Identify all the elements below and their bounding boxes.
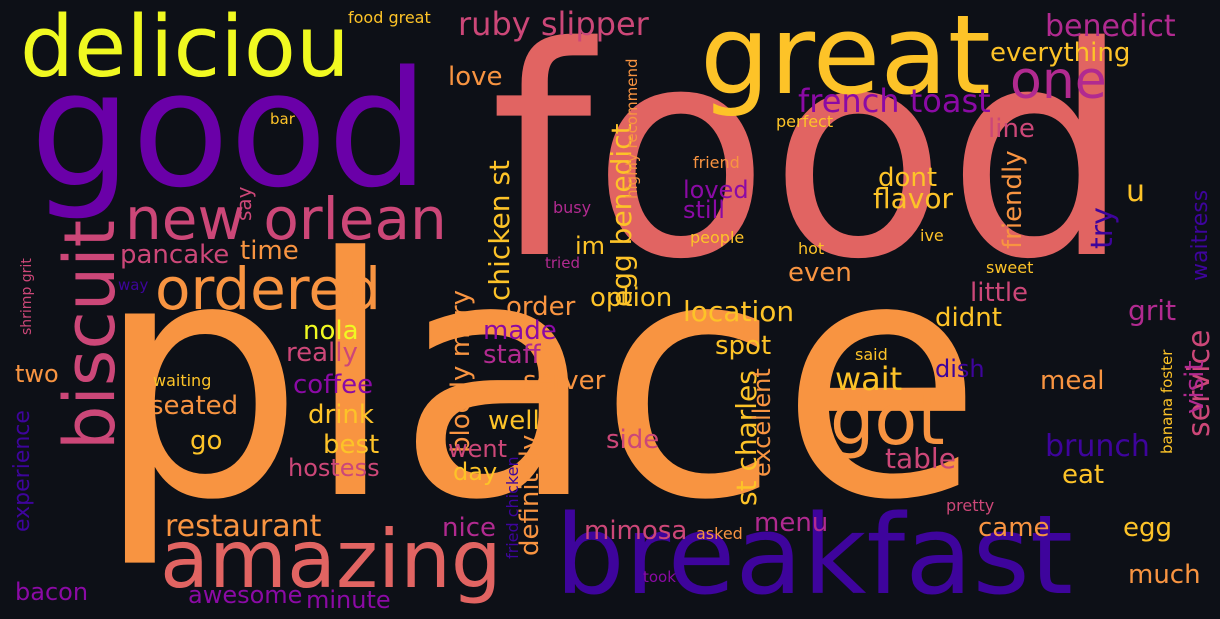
word-friend: friend: [693, 153, 740, 172]
word-grit: grit: [1128, 294, 1177, 327]
word-try: try: [1085, 207, 1120, 249]
word-drink: drink: [308, 400, 374, 430]
word-ordered: ordered: [155, 255, 381, 323]
word-pancake: pancake: [120, 240, 230, 270]
word-menu: menu: [754, 508, 829, 538]
word-say: say: [232, 186, 256, 221]
word-wait: wait: [835, 360, 903, 398]
word-ive: ive: [920, 226, 944, 245]
word-food: food: [490, 0, 1132, 323]
word-fried-chicken: fried chicken: [503, 456, 522, 559]
word-minute: minute: [306, 586, 391, 614]
word-meal: meal: [1040, 366, 1105, 396]
word-side: side: [606, 425, 660, 455]
word-still: still: [683, 196, 725, 224]
word-much: much: [1128, 560, 1201, 590]
word-best: best: [323, 430, 380, 460]
word-hostess: hostess: [288, 454, 380, 482]
word-got: got: [830, 379, 945, 461]
word-two: two: [15, 360, 59, 388]
word-nola: nola: [303, 316, 359, 346]
word-seated: seated: [150, 391, 239, 421]
word-breakfast: breakfast: [555, 491, 1073, 619]
word-egg: egg: [1123, 513, 1173, 543]
word-awesome: awesome: [188, 581, 303, 609]
word-im: im: [575, 232, 606, 260]
word-tried: tried: [545, 254, 580, 272]
word-one: one: [1010, 51, 1107, 111]
word-asked: asked: [696, 524, 743, 543]
word-didnt: didnt: [935, 303, 1002, 333]
word-coffee: coffee: [293, 370, 374, 400]
word-benedict: benedict: [1045, 9, 1176, 44]
word-dont: dont: [878, 163, 938, 193]
word-location: location: [683, 295, 795, 328]
word-ruby-slipper: ruby slipper: [458, 5, 649, 43]
word-spot: spot: [715, 331, 772, 361]
word-table: table: [885, 442, 956, 475]
word-busy: busy: [553, 198, 592, 217]
word-shrimp-grit: shrimp grit: [19, 258, 35, 335]
word-visit: visit: [1180, 360, 1210, 414]
word-restaurant: restaurant: [165, 509, 322, 544]
word-came: came: [978, 513, 1050, 543]
word-said: said: [855, 345, 888, 364]
word-bar: bar: [270, 110, 295, 128]
word-french-toast: french toast: [798, 82, 991, 120]
word-went: went: [448, 435, 508, 463]
word-took: took: [643, 568, 676, 586]
word-new-orlean: new orlean: [125, 185, 447, 253]
word-excellent: excellent: [748, 368, 776, 477]
word-time: time: [240, 236, 299, 266]
word-brunch: brunch: [1045, 429, 1150, 464]
word-people: people: [690, 228, 745, 247]
word-even: even: [788, 258, 852, 288]
word-friendly: friendly: [998, 150, 1028, 249]
word-way: way: [118, 276, 149, 294]
word-bloody-mary: bloody mary: [446, 289, 476, 453]
word-hot: hot: [798, 239, 825, 258]
word-u: u: [1126, 174, 1146, 209]
word-great: great: [700, 0, 991, 119]
word-really: really: [286, 338, 358, 368]
word-eat: eat: [1062, 460, 1105, 490]
word-banana-foster: banana foster: [1158, 349, 1176, 454]
word-mimosa: mimosa: [584, 516, 688, 546]
word-go: go: [190, 426, 223, 456]
word-nice: nice: [442, 513, 496, 543]
word-order: order: [506, 292, 576, 322]
word-good: good: [30, 36, 429, 223]
word-line: line: [988, 114, 1035, 144]
word-server: server: [523, 366, 606, 396]
word-pretty: pretty: [946, 496, 995, 515]
word-sweet: sweet: [986, 258, 1034, 277]
word-back: back: [715, 320, 751, 338]
word-day: day: [453, 458, 498, 486]
word-made: made: [483, 316, 557, 346]
word-love: love: [448, 62, 503, 92]
word-option: option: [590, 283, 673, 313]
word-bacon: bacon: [15, 578, 89, 606]
word-highly-recommend: highly recommend: [623, 58, 641, 200]
word-loved: loved: [683, 176, 749, 204]
word-chicken-st: chicken st: [483, 160, 516, 301]
word-dish: dish: [935, 355, 985, 383]
word-waitress: waitress: [1188, 189, 1213, 281]
word-staff: staff: [483, 340, 541, 370]
word-experience: experience: [10, 410, 35, 532]
word-perfect: perfect: [776, 112, 834, 131]
word-little: little: [970, 278, 1029, 308]
word-amazing: amazing: [160, 513, 502, 606]
word-biscuit: biscuit: [49, 219, 131, 450]
word-place: place: [95, 188, 983, 572]
word-food-great: food great: [348, 8, 431, 27]
word-deliciou: deliciou: [20, 0, 350, 97]
word-waiting: waiting: [153, 371, 212, 390]
word-everything: everything: [990, 38, 1131, 68]
word-well: well: [488, 406, 540, 436]
word-flavor: flavor: [873, 182, 954, 215]
